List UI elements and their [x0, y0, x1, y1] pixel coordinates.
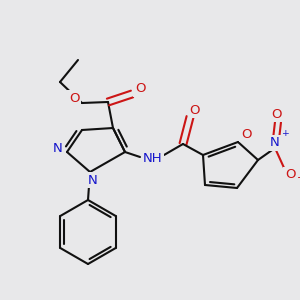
Text: O: O [190, 103, 200, 116]
Text: O: O [69, 92, 79, 104]
Text: NH: NH [143, 152, 163, 166]
Text: N: N [270, 136, 280, 149]
Text: O: O [271, 107, 281, 121]
Text: N: N [88, 173, 98, 187]
Text: O: O [135, 82, 145, 95]
Text: +: + [281, 130, 289, 139]
Text: N: N [53, 142, 63, 155]
Text: O: O [285, 169, 295, 182]
Text: O: O [241, 128, 251, 140]
Text: −: − [297, 173, 300, 183]
